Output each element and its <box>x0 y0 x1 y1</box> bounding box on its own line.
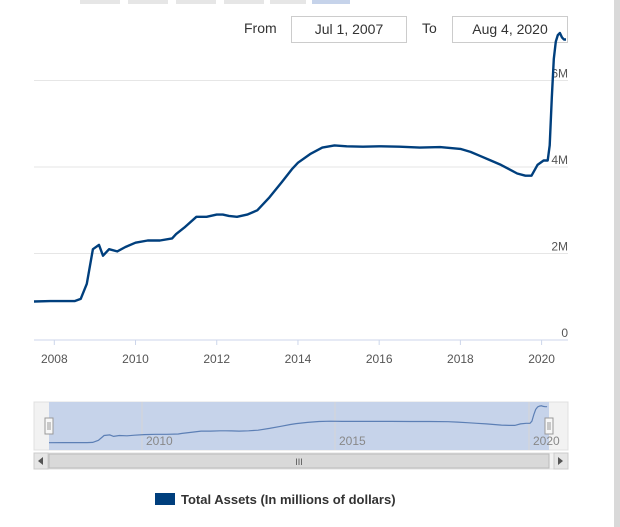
navigator-tick-label: 2010 <box>146 434 173 448</box>
to-label: To <box>422 20 437 36</box>
y-tick-label: 0 <box>561 326 568 340</box>
navigator[interactable]: 2010 2015 2020 <box>33 401 569 451</box>
navigator-tick-label: 2020 <box>533 434 560 448</box>
y-axis-ticks: 0 2M 4M 6M <box>551 67 568 340</box>
navigator-series-line <box>48 405 548 444</box>
y-tick-label: 6M <box>551 67 568 81</box>
legend-swatch <box>155 493 175 505</box>
navigator-right-handle[interactable] <box>544 417 554 435</box>
x-tick-label: 2012 <box>203 352 230 366</box>
to-date-input[interactable]: Aug 4, 2020 <box>452 16 568 43</box>
scrollbar-thumb[interactable] <box>48 453 550 469</box>
x-tick-label: 2016 <box>366 352 393 366</box>
zoom-button[interactable] <box>176 0 216 4</box>
series-line <box>33 31 566 303</box>
scrollbar-grip: III <box>295 457 303 467</box>
zoom-button[interactable] <box>224 0 264 4</box>
x-axis-ticks: 2008 2010 2012 2014 2016 2018 2020 <box>41 340 555 366</box>
chevron-right-icon <box>558 457 563 465</box>
x-tick-label: 2018 <box>447 352 474 366</box>
grid-lines <box>34 80 568 341</box>
navigator-left-handle[interactable] <box>44 417 54 435</box>
series-layer <box>33 31 566 303</box>
zoom-button[interactable] <box>270 0 306 4</box>
x-tick-label: 2014 <box>285 352 312 366</box>
legend[interactable]: Total Assets (In millions of dollars) <box>155 489 396 509</box>
y-tick-label: 4M <box>551 153 568 167</box>
from-label: From <box>244 20 277 36</box>
zoom-button[interactable] <box>80 0 120 4</box>
scrollbar[interactable]: III <box>33 452 569 470</box>
chevron-left-icon <box>38 457 43 465</box>
x-tick-label: 2008 <box>41 352 68 366</box>
legend-label: Total Assets (In millions of dollars) <box>181 491 396 507</box>
window-border <box>614 0 620 527</box>
from-date-input[interactable]: Jul 1, 2007 <box>291 16 407 43</box>
zoom-button[interactable] <box>128 0 168 4</box>
x-tick-label: 2020 <box>528 352 555 366</box>
navigator-selection[interactable] <box>49 402 549 450</box>
y-tick-label: 2M <box>551 240 568 254</box>
zoom-button-active[interactable] <box>312 0 350 4</box>
navigator-tick-label: 2015 <box>339 434 366 448</box>
x-tick-label: 2010 <box>122 352 149 366</box>
